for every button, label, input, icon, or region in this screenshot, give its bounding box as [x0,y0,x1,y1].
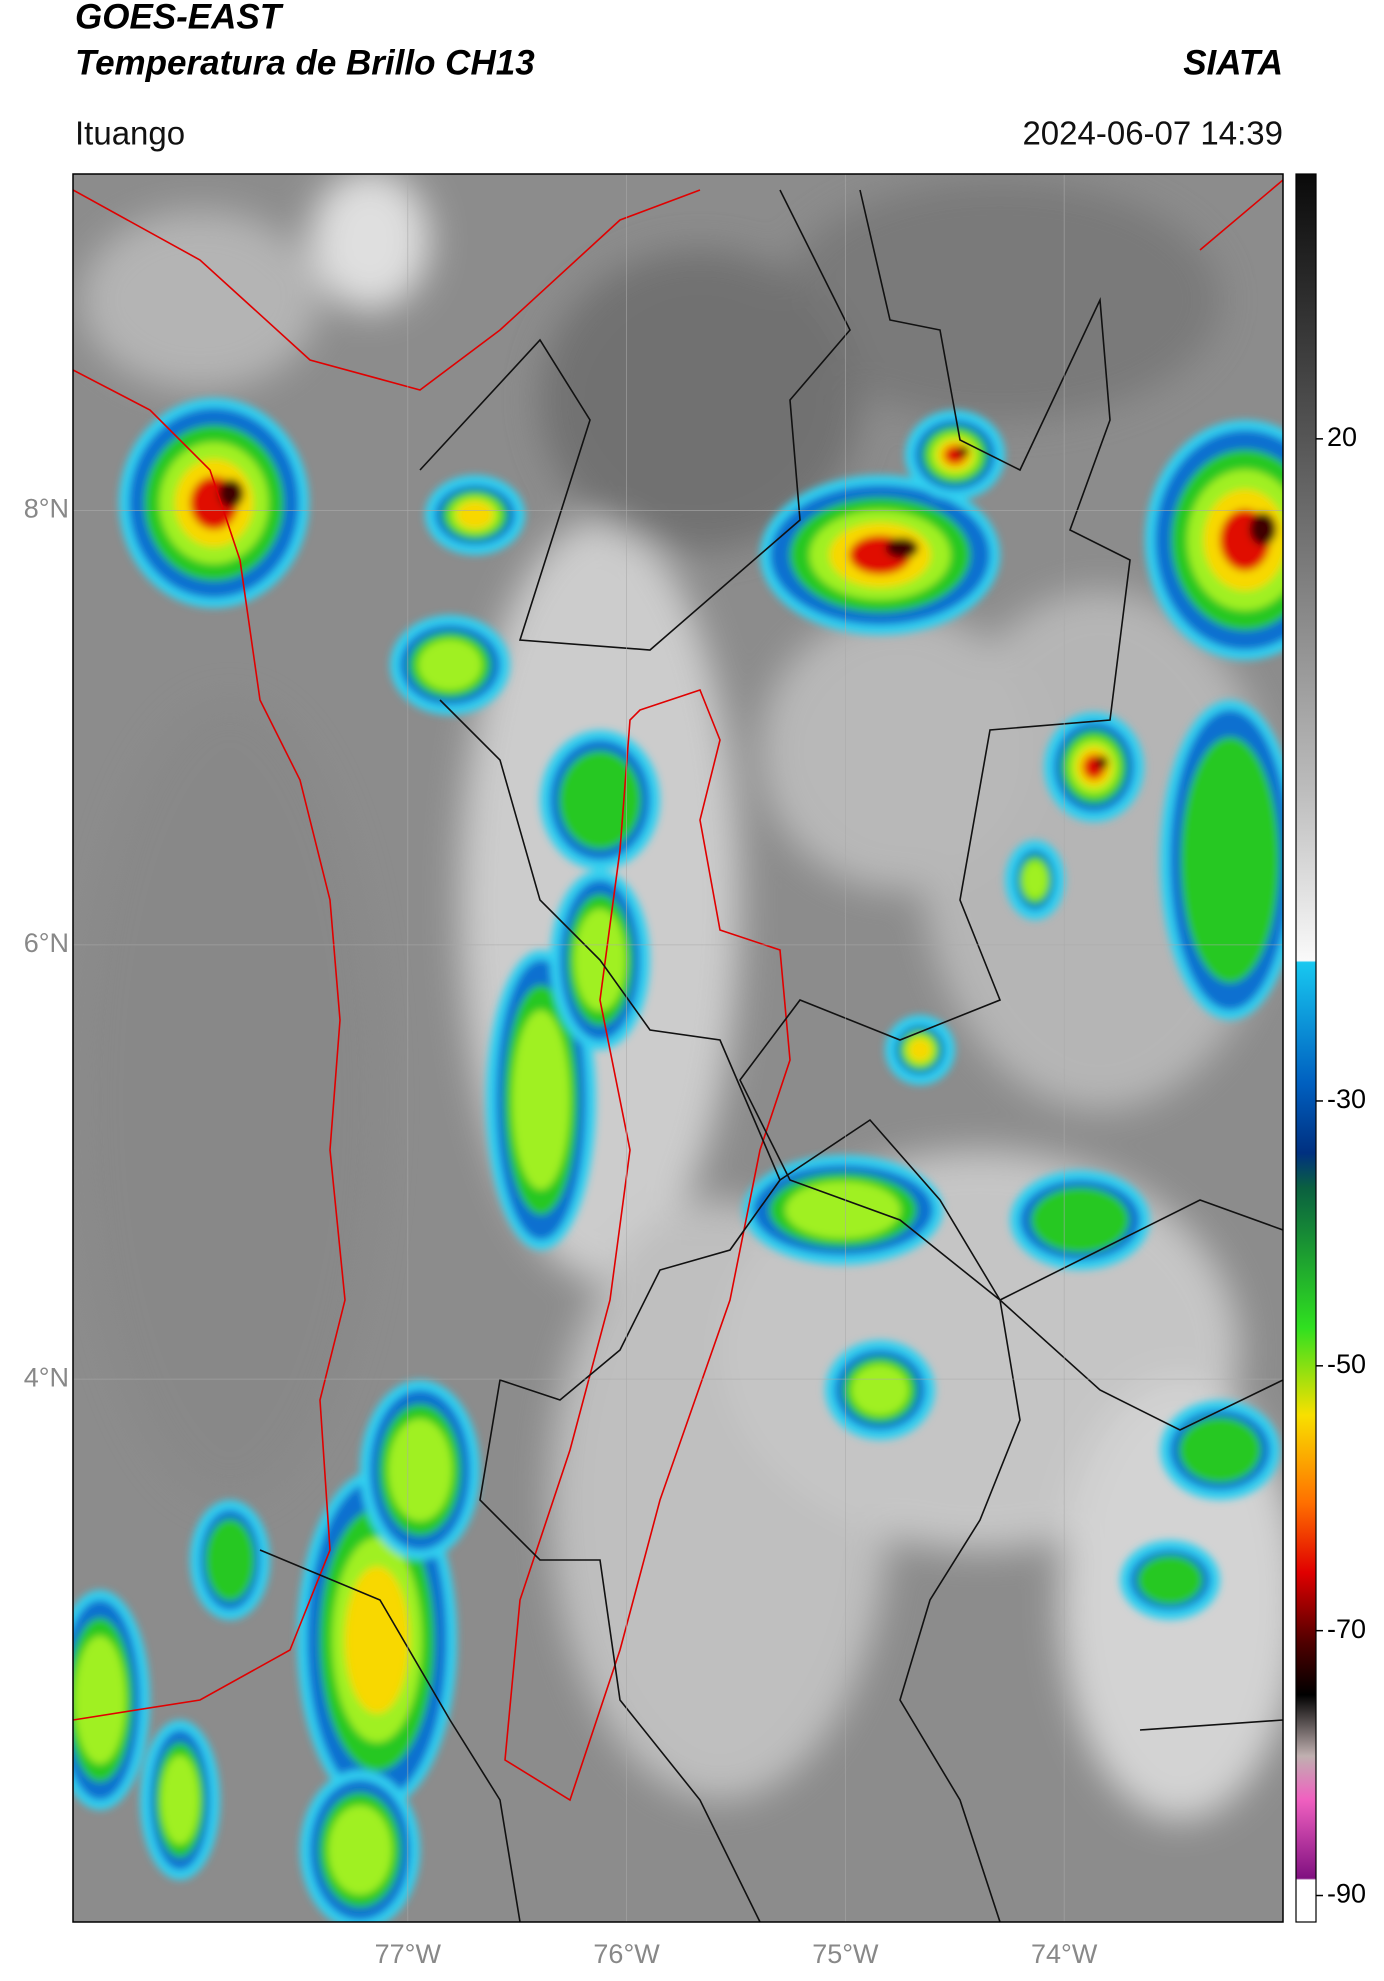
colorbar [1295,173,1317,1923]
y-tick-label: 4°N [24,1362,69,1392]
cloud-top [785,1181,901,1239]
y-tick-label: 8°N [24,494,69,524]
subtitle: Temperatura de Brillo CH13 [75,43,535,82]
title: GOES-EAST [75,0,284,36]
cloud-top [851,1364,909,1416]
colorbar-tick-label: 20 [1327,422,1357,452]
cloud-top [74,1636,126,1764]
y-tick-label: 6°N [24,928,69,958]
cloud-top [512,1010,570,1190]
cloud-core [885,537,919,559]
cloud-top [908,1038,932,1062]
cloud-core [218,479,244,508]
satellite-image [73,174,1283,1922]
datetime: 2024-06-07 14:39 [1022,115,1283,152]
cloud-top [1137,1555,1203,1605]
cloud-top [559,750,641,850]
cloud-top [418,639,482,691]
cloud-top [344,1566,410,1714]
cloud-top [1180,737,1280,983]
cloud-core [1096,755,1108,770]
colorbar-tick-label: -50 [1327,1349,1366,1379]
cloud-top [160,1755,200,1845]
colorbar-tick-label: -30 [1327,1084,1366,1114]
x-tick-label: 74°W [1031,1939,1098,1969]
location: Ituango [75,115,185,152]
cloud-top [388,1418,452,1522]
cloud-top [1179,1417,1261,1483]
cloud-core [957,446,969,457]
cloud-top [1030,1187,1130,1253]
cloud-top [456,501,494,529]
x-tick-label: 77°W [375,1939,442,1969]
colorbar-tick-label: -90 [1327,1879,1366,1909]
colorbar-tick-label: -70 [1327,1614,1366,1644]
cloud-top [205,1519,255,1601]
x-tick-label: 76°W [593,1939,660,1969]
cloud-top [1022,860,1048,900]
cloud-top [328,1805,392,1895]
map-frame [72,173,1284,1923]
cloud-core [1249,512,1277,546]
source: SIATA [1183,43,1283,82]
x-tick-label: 75°W [812,1939,879,1969]
